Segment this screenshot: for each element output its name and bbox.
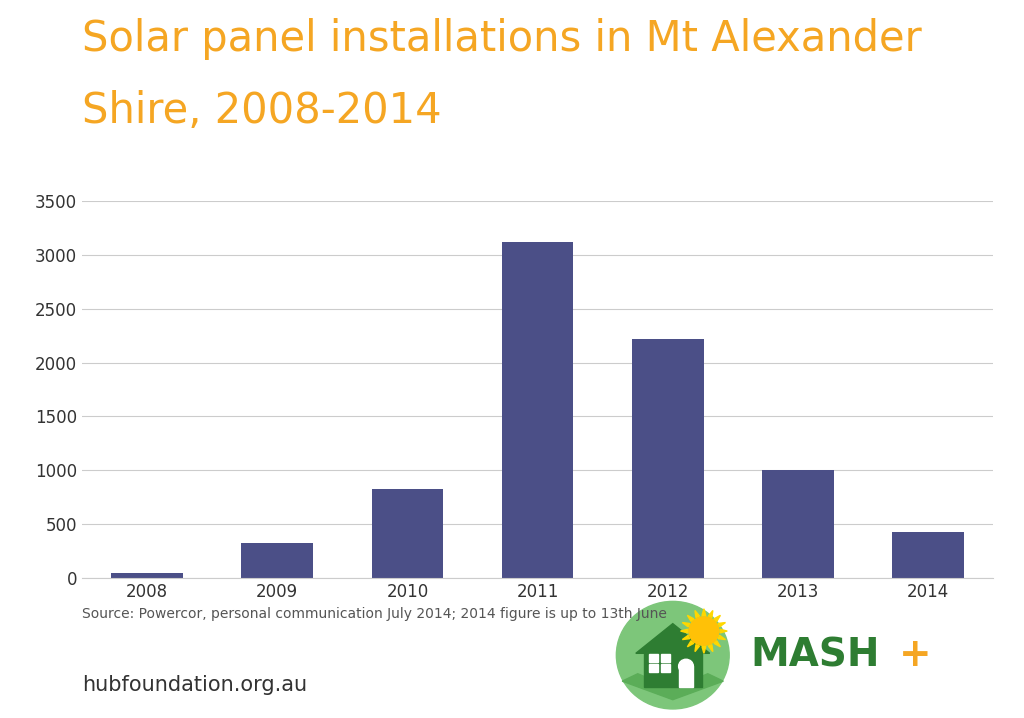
Bar — [662, 664, 670, 672]
Text: Solar panel installations in Mt Alexander: Solar panel installations in Mt Alexande… — [82, 18, 922, 60]
Polygon shape — [709, 645, 713, 652]
Polygon shape — [709, 610, 713, 617]
Circle shape — [689, 617, 719, 645]
Text: hubfoundation.org.au: hubfoundation.org.au — [82, 675, 307, 695]
Polygon shape — [720, 629, 727, 633]
Polygon shape — [682, 623, 689, 627]
Bar — [679, 666, 693, 686]
Bar — [242, 543, 313, 578]
Polygon shape — [714, 640, 721, 647]
Bar — [502, 242, 573, 578]
Circle shape — [679, 659, 693, 673]
Polygon shape — [687, 640, 694, 647]
Bar — [649, 664, 658, 672]
Polygon shape — [643, 653, 702, 686]
Polygon shape — [714, 615, 721, 621]
Polygon shape — [673, 673, 723, 699]
Bar — [372, 488, 443, 578]
Bar — [892, 531, 964, 578]
Polygon shape — [718, 623, 725, 627]
Polygon shape — [636, 624, 710, 653]
Bar — [632, 339, 703, 578]
Polygon shape — [681, 629, 688, 633]
Circle shape — [689, 617, 719, 645]
Polygon shape — [687, 615, 694, 621]
Polygon shape — [718, 635, 725, 640]
Text: Source: Powercor, personal communication July 2014; 2014 figure is up to 13th Ju: Source: Powercor, personal communication… — [82, 607, 667, 620]
Bar — [649, 654, 658, 662]
Text: MASH: MASH — [751, 636, 880, 674]
Polygon shape — [682, 635, 689, 640]
Bar — [662, 654, 670, 662]
Polygon shape — [702, 609, 706, 615]
Polygon shape — [695, 645, 699, 652]
Bar — [112, 573, 183, 578]
Polygon shape — [702, 646, 706, 653]
Circle shape — [616, 602, 729, 709]
Bar — [762, 470, 834, 578]
Polygon shape — [623, 673, 673, 699]
Polygon shape — [695, 610, 699, 617]
Text: +: + — [898, 636, 931, 674]
Text: Shire, 2008-2014: Shire, 2008-2014 — [82, 90, 441, 131]
